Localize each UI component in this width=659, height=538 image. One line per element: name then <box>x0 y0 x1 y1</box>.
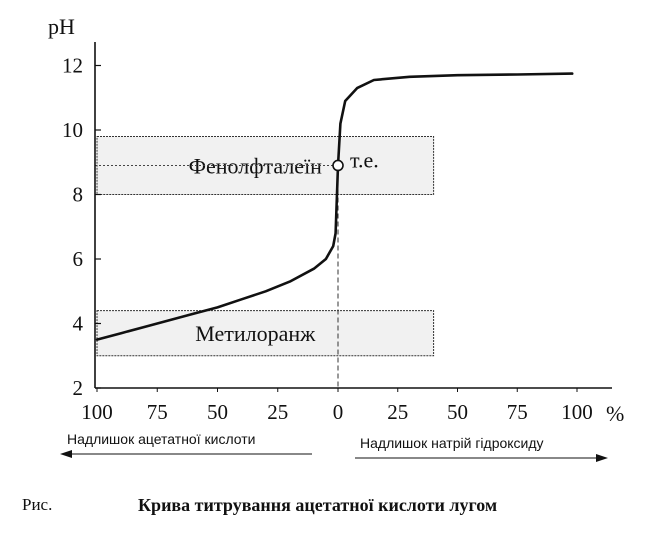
y-axis-label: pH <box>48 14 75 39</box>
x-tick-label: 25 <box>387 400 408 424</box>
indicator-band <box>96 310 435 357</box>
x-tick-label: 0 <box>333 400 344 424</box>
left-arrow-head <box>60 450 72 458</box>
x-tick-label: 100 <box>81 400 113 424</box>
caption-title: Крива титрування ацетатної кислоти лугом <box>138 495 497 515</box>
x-tick-label: 100 <box>561 400 593 424</box>
right-arrow-head <box>596 454 608 462</box>
figure-caption: Рис. Крива титрування ацетатної кислоти … <box>22 495 497 515</box>
y-tick-label: 10 <box>62 118 83 142</box>
y-tick-label: 6 <box>73 247 84 271</box>
y-tick-label: 12 <box>62 54 83 78</box>
x-tick-label: 75 <box>507 400 528 424</box>
excess-arrows: Надлишок ацетатної кислоти Надлишок натр… <box>60 431 608 462</box>
indicator-band-label: Метилоранж <box>195 321 316 346</box>
x-tick-label: 75 <box>147 400 168 424</box>
indicator-band <box>96 135 435 195</box>
x-axis-unit: % <box>606 401 624 426</box>
right-arrow-label: Надлишок натрій гідроксиду <box>360 435 544 451</box>
equivalence-point-label: т.е. <box>350 147 379 172</box>
axes: pH % <box>48 14 624 426</box>
x-tick-label: 25 <box>267 400 288 424</box>
axis-ticks: 2 4 6 8 10 12 100 75 50 25 0 25 50 75 100 <box>62 54 593 425</box>
equivalence-point-marker <box>332 159 344 172</box>
titration-curve-line <box>95 72 574 341</box>
caption-prefix: Рис. <box>22 495 52 514</box>
x-tick-label: 50 <box>207 400 228 424</box>
x-tick-label: 50 <box>447 400 468 424</box>
left-arrow-label: Надлишок ацетатної кислоти <box>67 431 255 447</box>
y-tick-label: 4 <box>73 312 84 336</box>
titration-curve: т.е. <box>95 72 574 341</box>
y-tick-label: 8 <box>73 183 84 207</box>
y-tick-label: 2 <box>73 376 84 400</box>
